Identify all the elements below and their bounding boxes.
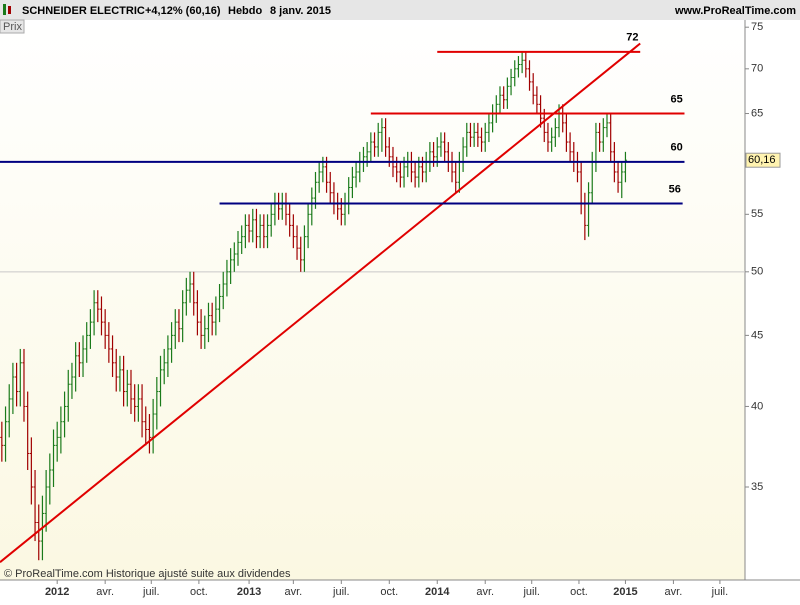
x-tick-label: oct. (570, 586, 588, 598)
x-tick-label: oct. (190, 586, 208, 598)
x-tick-label: juil. (142, 586, 160, 598)
icon (8, 6, 11, 14)
y-tick-label: 55 (751, 208, 763, 220)
period: Hebdo (228, 5, 263, 17)
x-tick-label: avr. (665, 586, 683, 598)
level-label: 72 (626, 32, 638, 44)
level-label: 60 (670, 142, 682, 154)
x-tick-label: 2015 (613, 586, 637, 598)
change: +4,12% (60,16) (145, 5, 221, 17)
icon (3, 4, 6, 15)
x-tick-label: 2014 (425, 586, 450, 598)
y-tick-label: 65 (751, 107, 763, 119)
last-price: 60,16 (748, 154, 776, 166)
x-tick-label: avr. (476, 586, 494, 598)
x-tick-label: 2012 (45, 586, 69, 598)
date: 8 janv. 2015 (270, 5, 331, 17)
header-bar (0, 0, 800, 20)
level-label: 56 (669, 183, 681, 195)
x-tick-label: avr. (96, 586, 114, 598)
trendline (0, 42, 641, 563)
y-tick-label: 50 (751, 266, 763, 278)
x-tick-label: oct. (380, 586, 398, 598)
plot-area (0, 20, 745, 580)
y-tick-label: 70 (751, 63, 763, 75)
level-label: 65 (670, 93, 682, 105)
site: www.ProRealTime.com (674, 5, 796, 17)
panel-label: Prix (3, 21, 22, 33)
x-tick-label: juil. (711, 586, 729, 598)
instrument: SCHNEIDER ELECTRIC (22, 5, 145, 17)
y-tick-label: 75 (751, 21, 763, 33)
footer: © ProRealTime.com Historique ajusté suit… (4, 568, 291, 580)
x-tick-label: 2013 (237, 586, 261, 598)
x-tick-label: juil. (332, 586, 350, 598)
x-tick-label: juil. (522, 586, 540, 598)
y-tick-label: 45 (751, 329, 763, 341)
y-tick-label: 40 (751, 400, 763, 412)
last-price-box (745, 152, 781, 168)
y-tick-label: 35 (751, 481, 763, 493)
x-tick-label: avr. (284, 586, 302, 598)
panel-label-box (0, 19, 25, 34)
